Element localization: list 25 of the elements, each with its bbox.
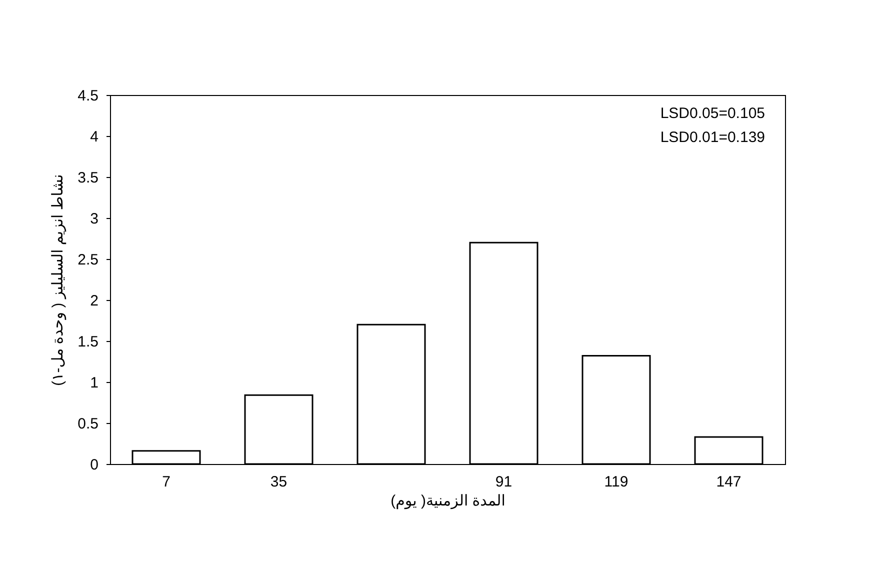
x-tick-label: 7 [162, 474, 170, 490]
x-tick-label: 35 [270, 474, 288, 490]
y-tick-label: 4.5 [78, 88, 98, 104]
annotation: LSD0.05=0.105 [660, 105, 765, 122]
x-tick-label: 147 [716, 474, 742, 490]
bar [694, 436, 764, 465]
bar [244, 394, 314, 465]
bar [356, 324, 426, 465]
y-tick-label: 2.5 [78, 252, 98, 268]
y-tick-label: 2 [90, 292, 98, 310]
y-axis-title: نشاط انزيم السليليز ( وحدة مل-١) [50, 174, 67, 386]
y-tick-label: 0.5 [78, 416, 98, 432]
y-tick-label: 1.5 [78, 334, 98, 350]
y-tick-label: 0 [90, 456, 98, 474]
x-tick-label: 119 [604, 474, 628, 490]
bar [469, 242, 538, 465]
y-tick-label: 3 [90, 210, 98, 228]
bar [132, 450, 201, 465]
y-tick-label: 4 [90, 128, 98, 146]
annotation: LSD0.01=0.139 [660, 129, 765, 146]
x-tick-label: 91 [495, 474, 512, 490]
y-tick-label: 1 [90, 374, 98, 392]
bar [582, 355, 651, 465]
x-axis-title: المدة الزمنية( يوم) [390, 492, 506, 510]
y-tick-label: 3.5 [78, 170, 98, 186]
